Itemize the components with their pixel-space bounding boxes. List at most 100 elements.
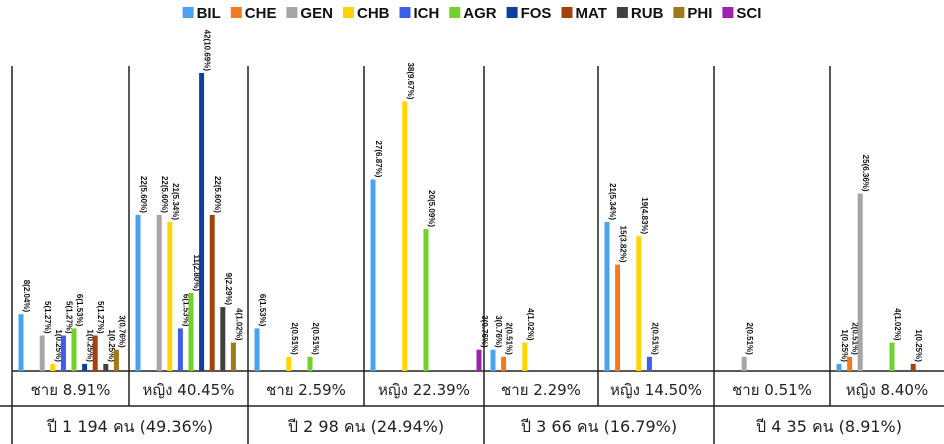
bar-bil: [135, 214, 141, 371]
panel-4-male: 2(0.51%): [741, 322, 754, 371]
bar-bil: [254, 328, 260, 371]
legend-item-bil: BIL: [182, 5, 221, 22]
legend-swatch-che: [230, 7, 242, 18]
bar-value-label: 8(2.04%): [22, 280, 31, 313]
bar-gen: [39, 335, 45, 371]
legend-label: ICH: [414, 5, 440, 22]
gender-label: ชาย 2.29%: [501, 381, 581, 399]
legend-swatch-rub: [616, 7, 628, 18]
bar-che: [847, 356, 853, 371]
bar-value-label: 22(5.60%): [213, 176, 222, 213]
legend-label: FOS: [521, 5, 552, 22]
legend-swatch-agr: [449, 7, 461, 18]
bar-sci: [476, 349, 482, 371]
bar-value-label: 15(3.82%): [619, 226, 628, 263]
bar-che: [615, 264, 621, 371]
chart-legend: BIL CHE GEN CHB ICH AGR FOS MAT RUB PHI SCI: [182, 5, 761, 22]
bar-area: 8(2.04%)5(1.27%)1(0.25%)5(1.27%) 6(1.53%)…: [18, 30, 923, 372]
bar-value-label: 4(1.02%): [526, 308, 535, 341]
bar-agr: [71, 328, 77, 371]
legend-item-fos: FOS: [506, 5, 552, 22]
bar-value-label: 2(0.51%): [505, 322, 514, 355]
legend-swatch-gen: [286, 7, 298, 18]
bar-agr: [307, 356, 313, 371]
gender-label: ชาย 8.91%: [31, 381, 111, 399]
legend-label: RUB: [631, 5, 664, 22]
panel-3-female: 21(5.34%)15(3.82%) 19(4.83%) 2(0.51%): [604, 183, 659, 371]
bar-ich: [60, 335, 66, 371]
bar-bil: [836, 363, 842, 371]
bar-value-label: 25(6.36%): [861, 155, 870, 192]
bar-rub: [220, 307, 226, 371]
legend-swatch-ich: [399, 7, 411, 18]
bar-value-label: 1(0.25%): [107, 329, 116, 362]
bar-fos: [82, 363, 88, 371]
bar-value-label: 1(0.25%): [840, 329, 849, 362]
legend-swatch-phi: [673, 7, 685, 18]
bar-agr: [889, 342, 895, 371]
bar-chb: [636, 236, 642, 371]
bar-agr: [423, 229, 429, 371]
bar-value-label: 22(5.60%): [139, 176, 148, 213]
bar-value-label: 38(9.67%): [406, 62, 415, 99]
panel-2-female: 27(6.87%) 38(9.67%) 20(5.09%) 3(0.76%): [370, 62, 489, 372]
gender-label: หญิง 8.40%: [846, 381, 928, 399]
bar-bil: [370, 179, 376, 371]
panel-4-female: 1(0.25%) 2(0.51%)25(6.36%)4(1.02%)1(0.25%…: [836, 155, 923, 371]
gender-label: ชาย 2.59%: [266, 381, 346, 399]
year-label: ปี 4 35 คน (8.91%): [756, 417, 902, 436]
panel-1-female: 22(5.60%) 22(5.60%) 21(5.34%)6(1.53%)11(2.…: [135, 30, 243, 371]
bar-value-label: 21(5.34%): [608, 183, 617, 220]
bar-value-label: 3(0.76%): [117, 315, 126, 348]
gender-label: หญิง 22.39%: [378, 381, 470, 399]
bar-chb: [402, 101, 408, 372]
bar-mat: [910, 363, 916, 371]
legend-label: BIL: [197, 5, 221, 22]
bar-value-label: 5(1.27%): [43, 301, 52, 334]
bar-value-label: 42(10.69%): [203, 30, 212, 72]
panel-3-male: 3(0.76%) 2(0.51%) 4(1.02%): [490, 308, 535, 371]
legend-item-chb: CHB: [343, 5, 390, 22]
gender-label: ชาย 0.51%: [732, 381, 812, 399]
legend-swatch-sci: [722, 7, 734, 18]
year-label: ปี 1 194 คน (49.36%): [46, 417, 213, 436]
bar-value-label: 1(0.25%): [86, 329, 95, 362]
bar-bil: [490, 349, 496, 371]
bar-phi: [113, 349, 119, 371]
bar-agr: [188, 293, 194, 371]
legend-item-che: CHE: [230, 5, 276, 22]
bar-value-label: 20(5.09%): [427, 190, 436, 227]
legend-item-gen: GEN: [286, 5, 333, 22]
bar-mat: [209, 214, 215, 371]
category-labels: ชาย 8.91% หญิง 40.45% ปี 1 194 คน (49.36%)…: [31, 381, 929, 436]
bar-rub: [103, 363, 109, 371]
legend-label: MAT: [576, 5, 607, 22]
legend-swatch-bil: [182, 7, 194, 18]
chart-frame: [0, 66, 944, 444]
bar-fos: [199, 73, 205, 371]
legend-item-sci: SCI: [722, 5, 761, 22]
panel-1-male: 8(2.04%)5(1.27%)1(0.25%)5(1.27%) 6(1.53%)…: [18, 280, 126, 371]
bar-value-label: 21(5.34%): [171, 183, 180, 220]
legend-label: CHB: [357, 5, 390, 22]
bar-value-label: 6(1.53%): [258, 294, 267, 327]
legend-item-mat: MAT: [561, 5, 607, 22]
bar-value-label: 5(1.27%): [96, 301, 105, 334]
year-label: ปี 3 66 คน (16.79%): [521, 417, 678, 436]
bar-gen: [741, 356, 747, 371]
bar-value-label: 2(0.51%): [745, 322, 754, 355]
gender-label: หญิง 14.50%: [610, 381, 702, 399]
bar-value-label: 2(0.51%): [851, 322, 860, 355]
bar-ich: [646, 356, 652, 371]
panel-2-male: 6(1.53%) 2(0.51%) 2(0.51%): [254, 294, 320, 371]
bar-value-label: 4(1.02%): [893, 308, 902, 341]
bar-value-label: 5(1.27%): [64, 301, 73, 334]
bar-phi: [230, 342, 236, 371]
legend-item-agr: AGR: [449, 5, 497, 22]
bar-chb: [522, 342, 528, 371]
legend-label: SCI: [736, 5, 761, 22]
bar-value-label: 2(0.51%): [650, 322, 659, 355]
bar-mat: [92, 335, 98, 371]
bar-value-label: 11(2.80%): [192, 255, 201, 292]
